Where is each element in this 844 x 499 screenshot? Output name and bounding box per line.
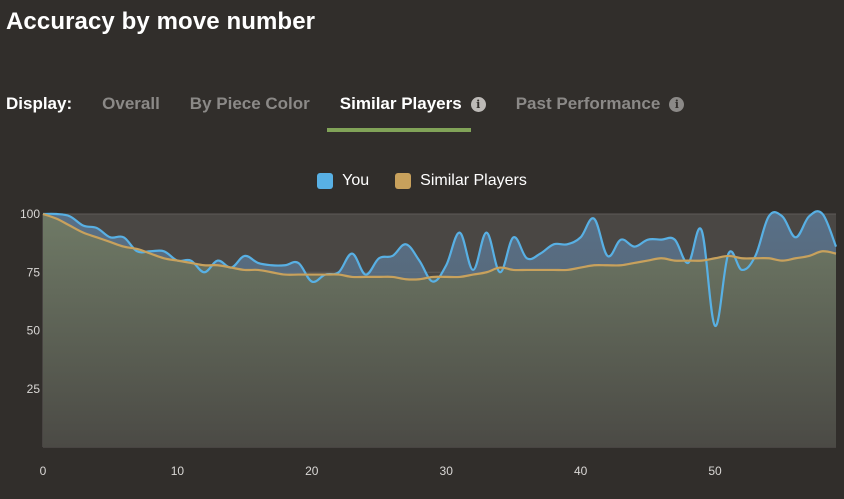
- legend-label-similar-players: Similar Players: [420, 172, 527, 189]
- tab-similar-players[interactable]: Similar Players i: [340, 94, 486, 114]
- x-tick-label: 20: [305, 464, 319, 478]
- page-title: Accuracy by move number: [6, 8, 316, 35]
- x-tick-label: 30: [440, 464, 454, 478]
- legend-swatch-you: [317, 173, 334, 189]
- y-tick-label: 50: [27, 324, 41, 338]
- tab-by-piece-color[interactable]: By Piece Color: [190, 94, 310, 114]
- y-tick-label: 100: [20, 207, 40, 221]
- x-tick-label: 50: [708, 464, 722, 478]
- tab-past-performance-label: Past Performance: [515, 94, 661, 113]
- info-icon[interactable]: i: [470, 96, 486, 112]
- display-selector: Display: Overall By Piece Color Similar …: [6, 92, 714, 116]
- legend-item-similar-players[interactable]: Similar Players: [395, 172, 527, 190]
- legend-label-you: You: [342, 172, 370, 189]
- legend-swatch-similar-players: [395, 173, 412, 189]
- x-tick-label: 0: [40, 464, 47, 478]
- legend-item-you[interactable]: You: [317, 172, 369, 190]
- y-tick-label: 25: [27, 382, 41, 396]
- x-tick-label: 10: [171, 464, 185, 478]
- tab-past-performance[interactable]: Past Performance i: [516, 94, 685, 114]
- tab-overall[interactable]: Overall: [102, 94, 160, 114]
- y-tick-label: 75: [27, 265, 41, 279]
- series-line-similar-players: [42, 212, 837, 281]
- info-icon[interactable]: i: [669, 96, 685, 112]
- display-label: Display:: [6, 94, 73, 113]
- tab-similar-players-label: Similar Players: [339, 94, 462, 113]
- tab-by-piece-color-label: By Piece Color: [189, 94, 310, 113]
- active-tab-underline: [327, 128, 471, 132]
- x-tick-label: 40: [574, 464, 588, 478]
- area-similar-players: [43, 214, 836, 447]
- chart-legend: You Similar Players: [0, 172, 844, 190]
- tab-overall-label: Overall: [102, 94, 160, 113]
